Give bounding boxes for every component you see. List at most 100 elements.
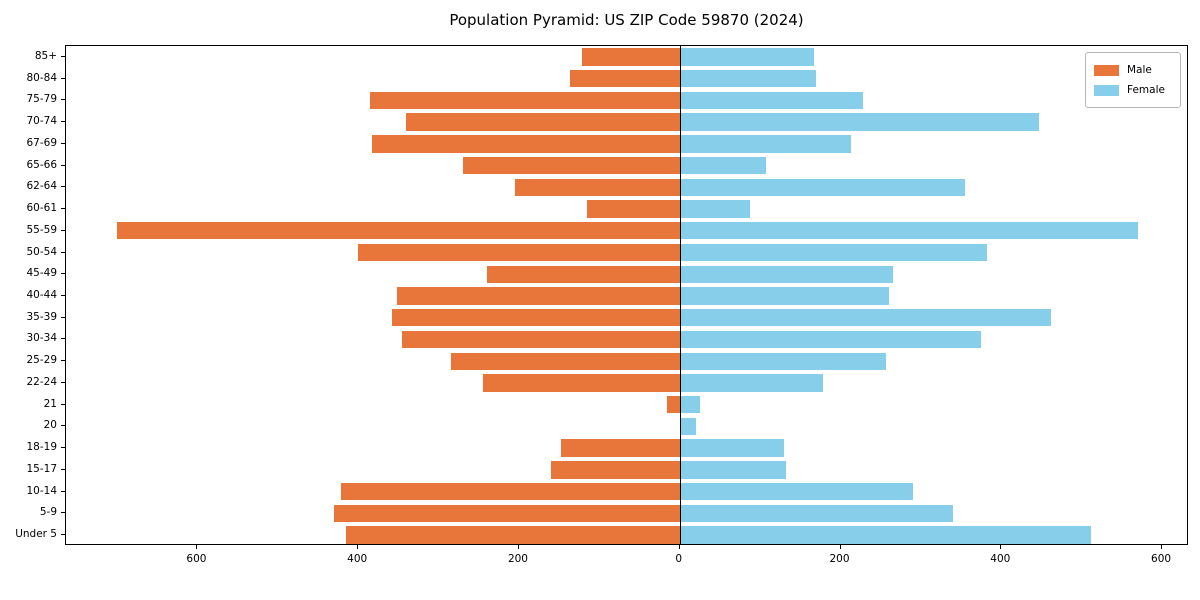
female-bar — [679, 113, 1040, 131]
female-bar — [679, 200, 751, 218]
y-tick-mark — [61, 99, 65, 101]
male-bar — [402, 330, 680, 349]
female-bar — [679, 439, 785, 457]
male-bar — [370, 91, 680, 110]
female-bar — [679, 461, 786, 479]
male-bar — [450, 352, 680, 370]
male-bar — [581, 48, 680, 66]
y-tick-label: 70-74 — [26, 115, 57, 128]
female-bar — [679, 156, 766, 175]
female-bar — [679, 69, 817, 88]
x-tick-mark — [517, 545, 519, 549]
female-bar — [679, 48, 814, 66]
y-tick-mark — [61, 295, 65, 296]
y-tick-mark — [61, 447, 65, 449]
y-tick-mark — [61, 164, 65, 166]
female-bar — [679, 374, 823, 392]
y-tick-label: 40-44 — [26, 289, 57, 301]
y-tick-label: 20 — [43, 419, 57, 432]
y-tick-label: 62-64 — [26, 180, 57, 193]
female-bar — [679, 309, 1052, 327]
y-tick-mark — [61, 338, 65, 340]
male-bar — [486, 265, 680, 283]
male-bar — [462, 156, 680, 175]
male-color-swatch — [1094, 64, 1119, 76]
x-tick-label: 200 — [829, 553, 850, 565]
y-tick-mark — [61, 142, 65, 144]
y-tick-label: Under 5 — [15, 528, 57, 541]
y-tick-label: 75-79 — [26, 93, 57, 106]
legend-entry-female: Female — [1094, 80, 1171, 100]
female-bar — [679, 287, 889, 305]
male-bar — [406, 113, 680, 131]
female-bar — [679, 178, 966, 196]
y-tick-mark — [61, 77, 65, 79]
male-bar — [391, 309, 680, 327]
female-bar — [679, 243, 987, 262]
male-bar — [340, 482, 680, 501]
x-axis: 600 400 200 0 200 400 600 — [65, 545, 1188, 579]
y-tick-label: 10-14 — [26, 484, 57, 497]
male-bar — [396, 287, 680, 305]
male-bar — [560, 439, 680, 457]
y-tick-mark — [61, 403, 65, 405]
y-tick-label: 55-59 — [26, 223, 57, 236]
female-bar — [679, 91, 864, 110]
y-tick-mark — [61, 468, 65, 470]
legend-label-female: Female — [1127, 84, 1165, 96]
male-bar — [358, 243, 680, 262]
male-bar — [117, 222, 680, 240]
y-tick-mark — [61, 55, 65, 57]
female-bar — [679, 526, 1092, 544]
x-tick-label: 600 — [186, 553, 207, 565]
male-bar — [371, 135, 680, 153]
y-tick-label: 45-49 — [26, 267, 57, 280]
female-bar — [679, 265, 893, 283]
legend: Male Female — [1085, 52, 1181, 108]
y-tick-mark — [61, 534, 65, 536]
y-tick-mark — [61, 381, 65, 383]
y-tick-mark — [61, 360, 65, 362]
y-tick-label: 5-9 — [39, 506, 57, 519]
female-bar — [679, 330, 982, 349]
male-bar — [551, 461, 680, 479]
female-bar — [679, 135, 851, 153]
y-tick-label: 80-84 — [26, 71, 57, 84]
y-tick-label: 50-54 — [26, 245, 57, 258]
y-tick-mark — [61, 316, 65, 318]
y-tick-label: 22-24 — [26, 375, 57, 388]
male-bar — [334, 504, 680, 523]
chart-title: Population Pyramid: US ZIP Code 59870 (2… — [449, 11, 804, 29]
male-bar — [346, 526, 680, 544]
x-tick-mark — [1000, 545, 1002, 549]
female-bar — [679, 396, 700, 414]
x-tick-mark — [1161, 545, 1163, 549]
male-bar — [514, 178, 680, 196]
female-bar — [679, 222, 1138, 240]
x-tick-label: 400 — [990, 553, 1011, 565]
male-bar — [587, 200, 680, 218]
y-tick-mark — [61, 121, 65, 123]
y-tick-label: 60-61 — [26, 202, 57, 215]
y-axis-labels: 85+ 80-84 75-79 70-74 67-69 65-66 62-64 60-61 55… — [0, 45, 57, 545]
y-tick-label: 25-29 — [26, 354, 57, 367]
y-axis-ticks — [61, 45, 65, 545]
legend-entry-male: Male — [1094, 60, 1171, 80]
y-tick-label: 85+ — [34, 49, 57, 62]
x-tick-label: 400 — [347, 553, 368, 565]
y-tick-mark — [61, 251, 65, 253]
male-bar — [666, 396, 680, 414]
x-tick-mark — [196, 545, 198, 549]
y-tick-label: 67-69 — [26, 136, 57, 149]
male-bar — [569, 69, 680, 88]
zero-axis-line — [679, 46, 681, 544]
y-tick-mark — [61, 425, 65, 427]
x-tick-label: 600 — [1151, 553, 1172, 565]
y-tick-label: 65-66 — [26, 158, 57, 171]
x-tick-label: 0 — [675, 553, 683, 565]
x-tick-mark — [357, 545, 359, 549]
y-tick-mark — [61, 186, 65, 188]
y-tick-mark — [61, 229, 65, 231]
female-bar — [679, 482, 913, 501]
